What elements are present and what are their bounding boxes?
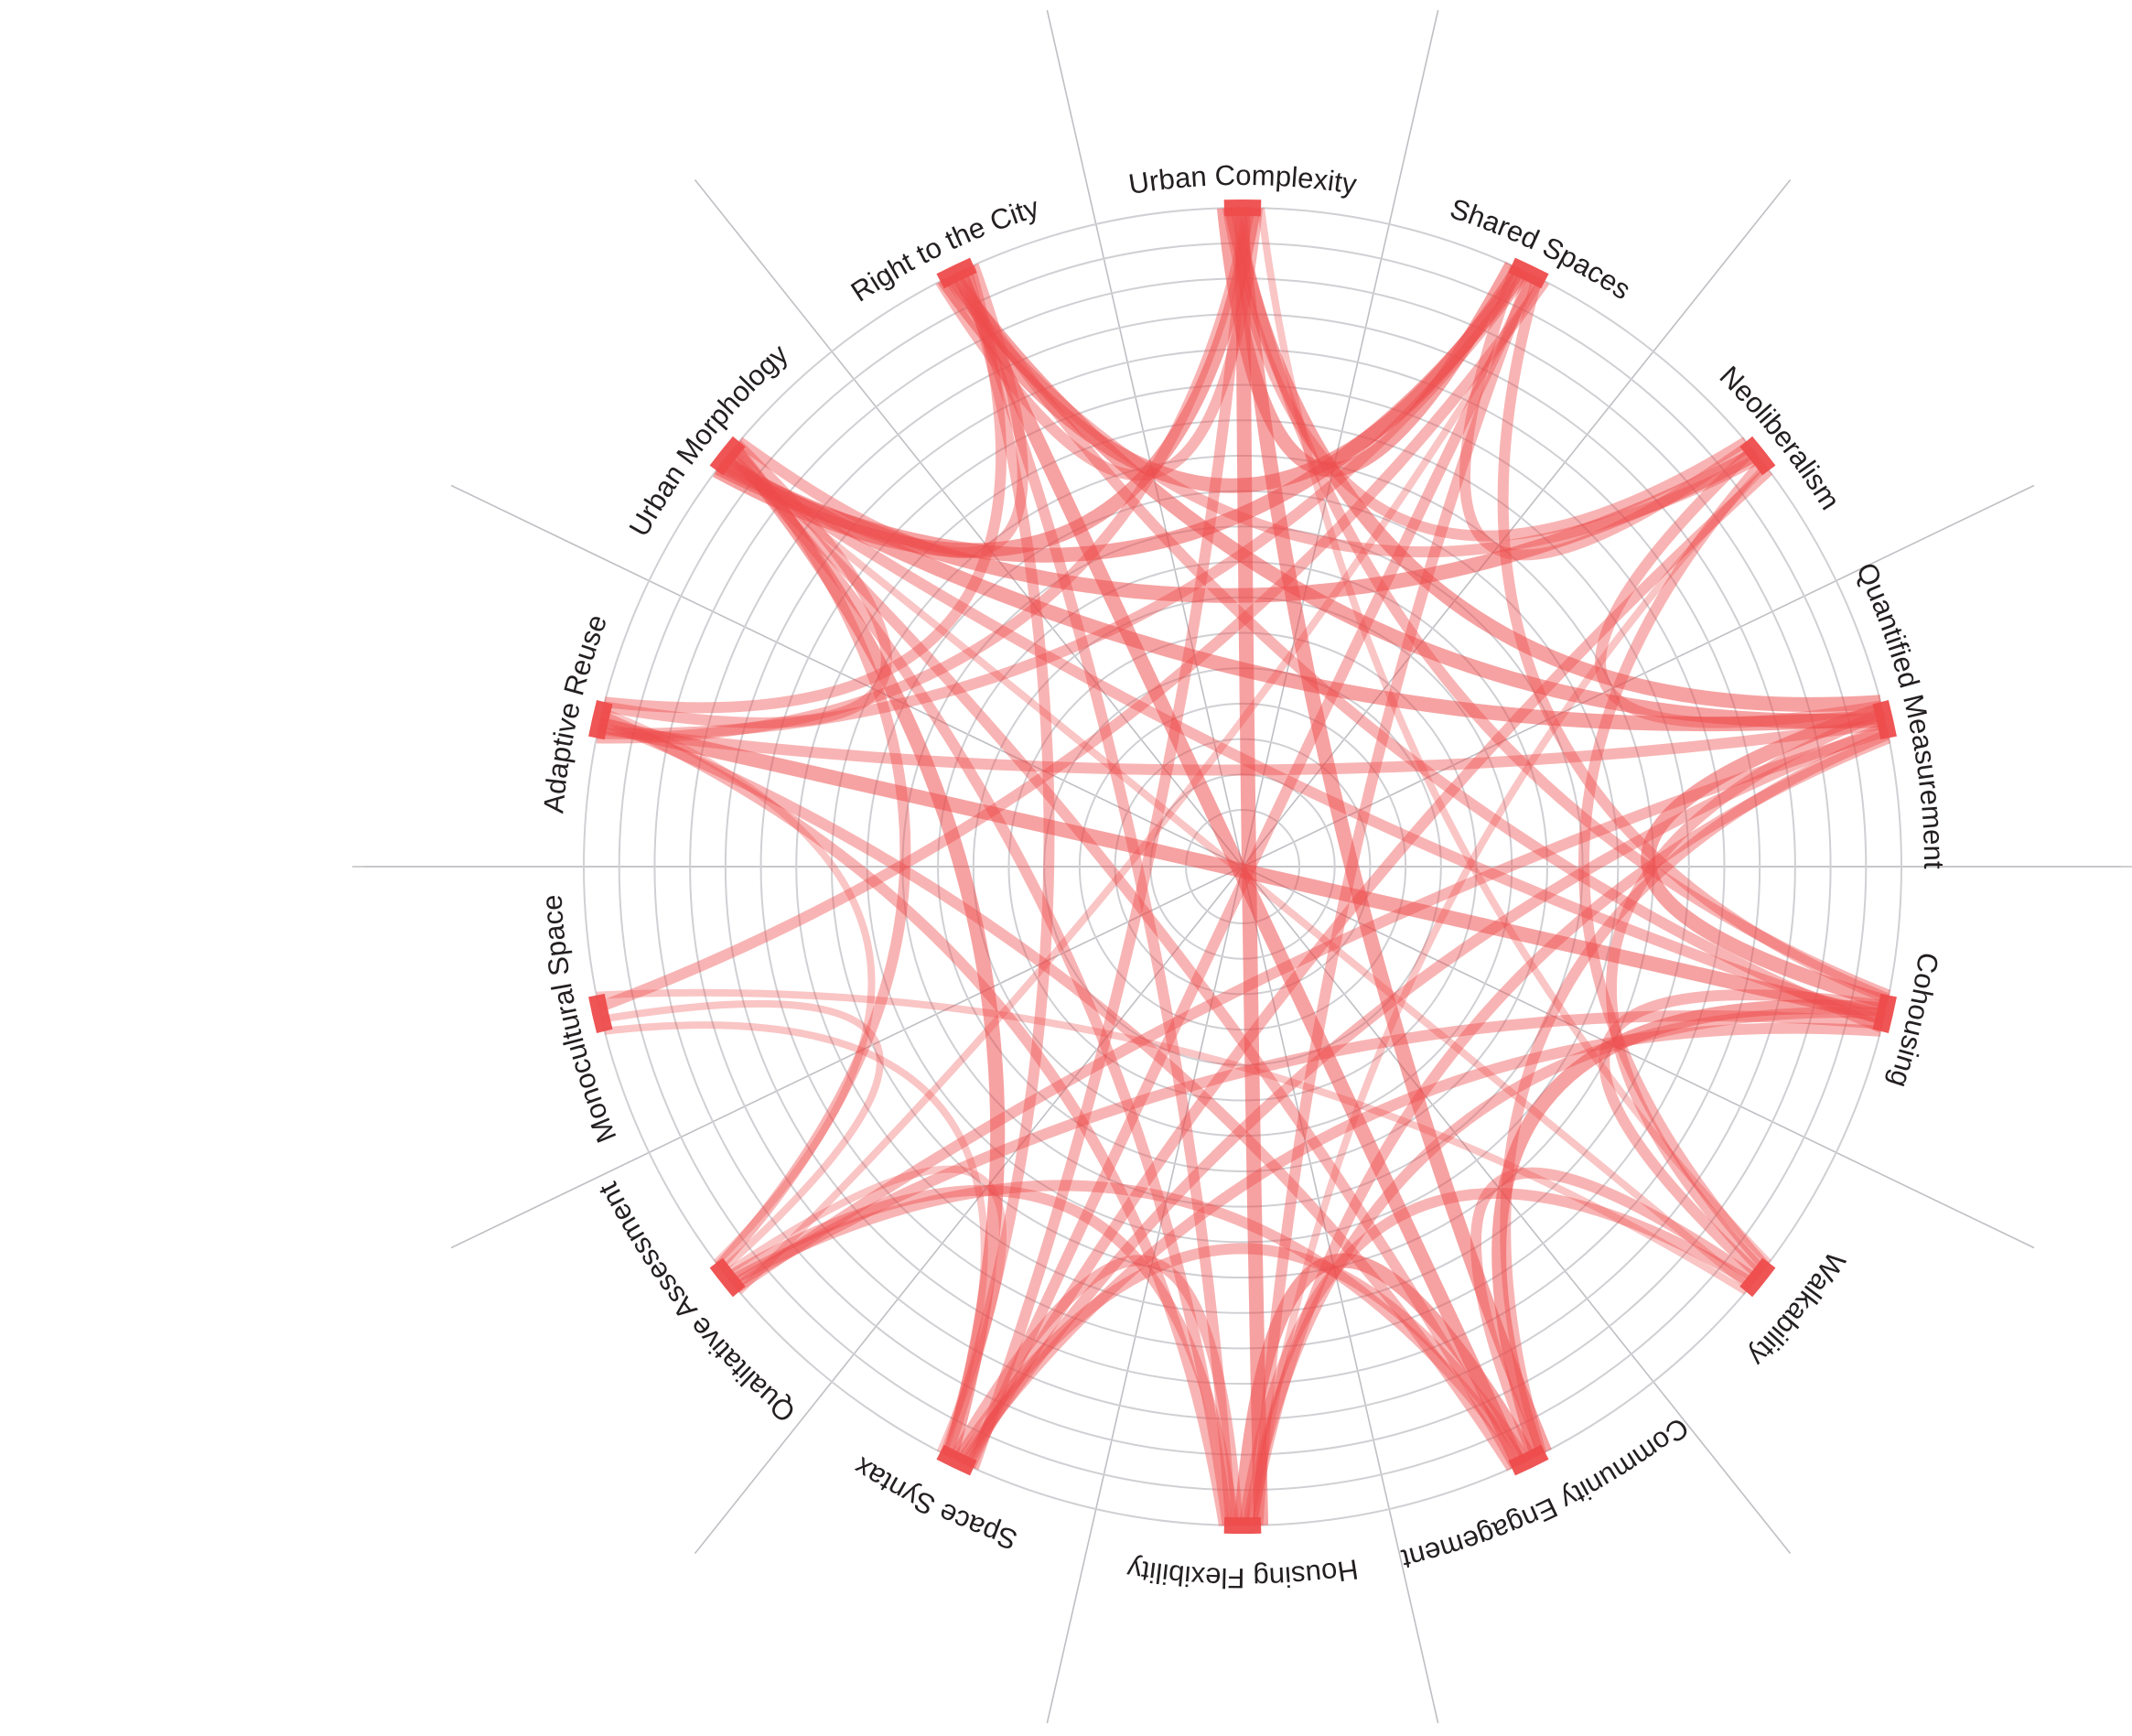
label-qualitative-assessment: Qualitative Assessment [592, 1177, 802, 1429]
chord-link [962, 466, 1773, 1468]
chord-link [716, 447, 1760, 603]
chord-link [727, 447, 1233, 1526]
chord-link [1224, 206, 1881, 712]
chord-link [957, 268, 1237, 1526]
grid-spoke [694, 866, 1244, 1555]
chord-link [1641, 702, 1890, 1010]
chord-link [598, 710, 1230, 1526]
chord-link [948, 1255, 1244, 1526]
label-housing-flexibility: Housing Flexibility [1125, 1553, 1361, 1594]
chord-link [727, 444, 1006, 1460]
grid-spoke [1242, 866, 1439, 1724]
chord-link [730, 1010, 1883, 1289]
grid-spoke [1046, 866, 1244, 1724]
chord-link [736, 263, 1028, 559]
chord-link [725, 1184, 1240, 1526]
chord-link [600, 707, 876, 1266]
chord-link [1242, 1007, 1886, 1527]
chord-link [1605, 707, 1886, 1276]
grid-spoke [694, 178, 1244, 868]
chord-link [604, 265, 1007, 714]
chord-link [725, 450, 1521, 1470]
chord-link [600, 999, 884, 1273]
grid-spoke [1242, 866, 1792, 1555]
node-arcs [588, 199, 1897, 1534]
chord-link [1578, 458, 1771, 1271]
node-arc-space-syntax [936, 1444, 977, 1476]
node-arc-community-engagement [1508, 1444, 1549, 1476]
node-arc-walkability [1739, 1257, 1776, 1298]
label-urban-morphology: Urban Morphology [622, 338, 794, 542]
chord-link [1257, 207, 1772, 1266]
chord-link [952, 1243, 1532, 1465]
chord-link [958, 721, 1889, 1467]
chord-link [1470, 1167, 1760, 1461]
node-arc-urban-morphology [709, 436, 746, 476]
grid-spoke [1046, 9, 1244, 868]
node-arc-quantified-measurement [1872, 699, 1897, 740]
chord-link [1491, 999, 1887, 1459]
chord-link [1250, 463, 1769, 1526]
chord-link [715, 443, 911, 1271]
chord-link [598, 715, 1517, 1472]
chord-link [602, 440, 892, 728]
chord-link [597, 277, 1550, 1013]
label-urban-complexity: Urban Complexity [1126, 159, 1359, 200]
grid-spoke [1242, 178, 1792, 868]
chord-link [952, 268, 1526, 1468]
node-arc-monocultural-space [588, 993, 613, 1034]
chord-link [721, 455, 1885, 1026]
radial-spokes [352, 9, 2132, 1724]
chord-link [722, 1165, 1007, 1454]
node-arc-right-to-the-city [936, 257, 977, 289]
grid-spoke [450, 866, 1244, 1249]
chord-link [945, 271, 1886, 729]
chord-link [598, 717, 1887, 776]
chord-link [1500, 728, 1890, 1456]
node-arc-neoliberalism [1739, 436, 1776, 476]
grid-spoke [450, 484, 1244, 868]
chord-link [604, 1021, 988, 1455]
chord-links [596, 206, 1891, 1527]
label-space-syntax: Space Syntax [847, 1450, 1021, 1556]
chord-link [1245, 732, 1891, 1526]
chord-link [950, 270, 1884, 1033]
chord-link [736, 277, 1545, 1295]
chord-link [727, 1180, 1528, 1467]
node-arc-qualitative-assessment [709, 1257, 746, 1298]
node-arc-cohousing [1872, 993, 1897, 1034]
grid-spoke [1242, 9, 1439, 868]
chord-link [596, 988, 1749, 1295]
node-arc-adaptive-reuse [588, 699, 613, 740]
chord-link [718, 456, 1885, 732]
chord-link [1230, 206, 1891, 1001]
chord-link [1232, 207, 1552, 1455]
node-arc-shared-spaces [1508, 257, 1549, 289]
grid-spoke [1242, 484, 2035, 868]
chord-link [942, 266, 1055, 1458]
